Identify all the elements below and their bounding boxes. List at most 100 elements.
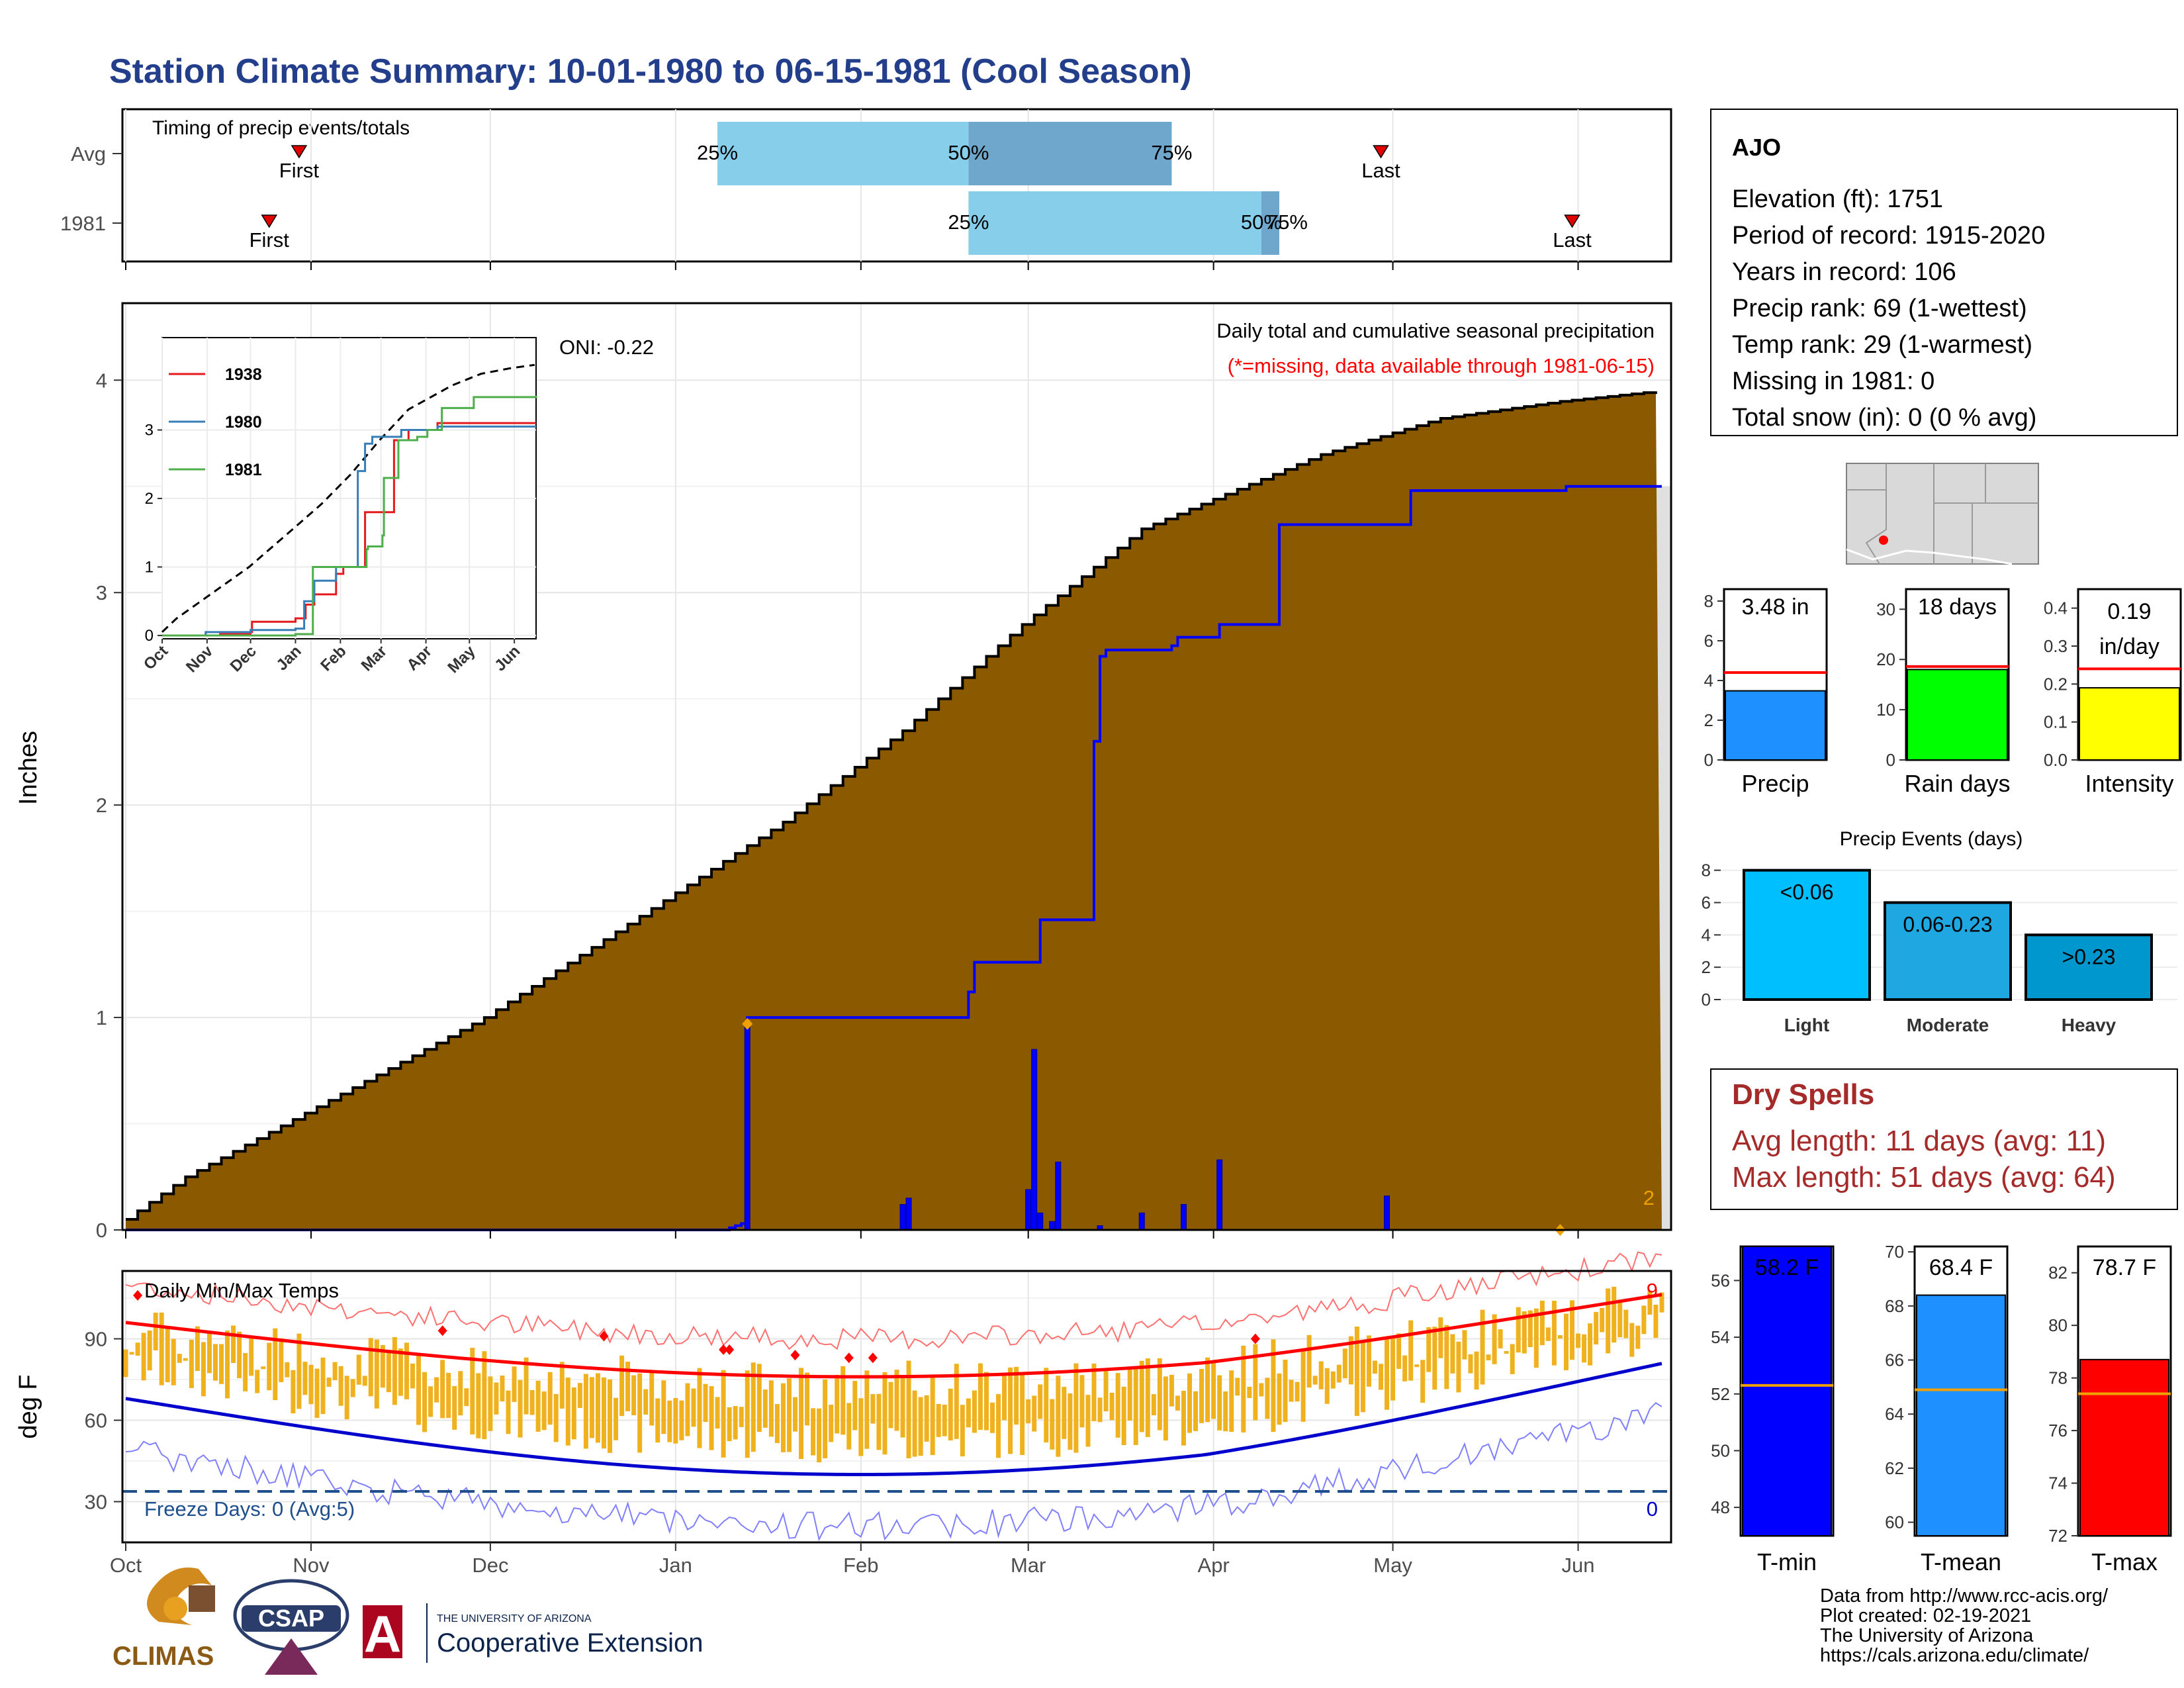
- daily-temp-bar: [1588, 1323, 1593, 1366]
- daily-temp-bar: [721, 1370, 726, 1458]
- daily-temp-bar: [1498, 1329, 1503, 1348]
- events-bar: [1743, 868, 1871, 1001]
- daily-temp-bar: [147, 1330, 152, 1371]
- daily-temp-bar: [930, 1375, 935, 1456]
- daily-temp-bar: [206, 1331, 212, 1374]
- ua-top-text: THE UNIVERSITY OF ARIZONA: [437, 1613, 592, 1624]
- precip-y-axis: 0 1 2 3 4: [96, 369, 1579, 1242]
- events-title: Precip Events (days): [1840, 828, 2023, 850]
- daily-temp-bar: [1600, 1307, 1605, 1333]
- inset-average-line: [161, 363, 535, 633]
- inset-y-tick-label: 3: [145, 422, 154, 440]
- daily-temp-bar: [1247, 1386, 1252, 1399]
- summary-y-tick-label: 0.0: [2044, 750, 2068, 770]
- daily-temp-bar: [1056, 1376, 1061, 1457]
- daily-temp-bar: [225, 1330, 230, 1399]
- daily-temp-bar: [1372, 1360, 1377, 1374]
- daily-temp-bar: [1205, 1357, 1210, 1423]
- daily-temp-bar: [1420, 1360, 1426, 1403]
- temp-summary-value: 58.2 F: [1755, 1255, 1819, 1280]
- daily-temp-bar: [195, 1326, 200, 1372]
- events-bar: [2025, 933, 2153, 1001]
- daily-temp-bar: [1229, 1370, 1234, 1432]
- record-markers: [133, 1289, 1260, 1364]
- daily-temp-bar: [1582, 1334, 1587, 1363]
- daily-temp-bar: [1402, 1355, 1408, 1382]
- temp-summary-y-tick-label: 82: [2048, 1263, 2068, 1283]
- daily-temp-bar: [212, 1344, 218, 1381]
- daily-temp-bar: [273, 1328, 278, 1401]
- daily-temp-bar: [1163, 1376, 1168, 1441]
- daily-temp-bar: [1557, 1335, 1563, 1339]
- footer-credits: Data from http://www.rcc-acis.org/ Plot …: [1820, 1585, 2109, 1666]
- average-cumulative-area: [126, 391, 1662, 1230]
- record-high-marker-icon: [719, 1344, 729, 1355]
- temp-summary-y-tick-label: 76: [2048, 1421, 2068, 1440]
- daily-temp-bar: [1408, 1320, 1414, 1381]
- daily-temp-bar: [1151, 1394, 1156, 1416]
- daily-precip-bar: [1031, 1049, 1038, 1231]
- timing-first-label: First: [250, 228, 290, 252]
- csap-logo: CSAP: [233, 1579, 349, 1675]
- daily-temp-bar: [1026, 1399, 1031, 1424]
- daily-temp-bar: [1545, 1327, 1551, 1341]
- daily-temp-bar: [1456, 1341, 1461, 1393]
- daily-temp-bar: [608, 1379, 613, 1453]
- precip-frame: [121, 302, 1672, 1231]
- daily-temp-bar: [1462, 1330, 1467, 1360]
- daily-temp-bar: [631, 1375, 637, 1415]
- temp-summary-y-tick-label: 66: [1885, 1350, 1904, 1370]
- temp-summary-bar: [2079, 1358, 2169, 1537]
- daily-temp-bar: [344, 1376, 349, 1420]
- climas-wordmark: CLIMAS: [113, 1642, 214, 1671]
- summary-y-tick-label: 0.2: [2044, 674, 2068, 694]
- daily-temp-bar: [1336, 1364, 1342, 1383]
- inset-frame: [161, 337, 537, 639]
- daily-temp-bar: [703, 1383, 708, 1423]
- daily-temp-bar: [960, 1405, 965, 1457]
- daily-temp-bar: [1217, 1375, 1222, 1430]
- month-tick-label: May: [1373, 1554, 1412, 1577]
- record-high-marker-icon: [133, 1289, 143, 1301]
- summary-y-tick-label: 0.4: [2044, 598, 2068, 618]
- daily-temp-bar: [1594, 1311, 1599, 1344]
- temp-summary-y-tick-label: 72: [2048, 1526, 2068, 1546]
- station-line: Precip rank: 69 (1-wettest): [1732, 295, 2027, 322]
- daily-precip-bar: [899, 1203, 906, 1231]
- temp-y-tick-label: 90: [85, 1328, 107, 1351]
- temp-summary-value: 68.4 F: [1929, 1255, 1993, 1280]
- credit-line: Plot created: 02-19-2021: [1820, 1605, 2031, 1626]
- month-tick-label: Oct: [110, 1554, 142, 1577]
- daily-temp-bar: [1020, 1373, 1025, 1456]
- month-axis: Oct Nov Dec Jan Feb Mar Apr May Jun: [110, 1542, 1595, 1577]
- daily-temp-bar: [954, 1364, 959, 1439]
- timing-first-label: First: [279, 159, 320, 182]
- ua-logo: A THE UNIVERSITY OF ARIZONA Cooperative …: [363, 1603, 703, 1663]
- daily-temp-bar: [595, 1373, 600, 1443]
- daily-temp-bar: [1318, 1361, 1324, 1389]
- daily-temp-bar: [404, 1342, 409, 1399]
- daily-temp-bar: [518, 1380, 523, 1438]
- daily-temp-bar: [1354, 1326, 1359, 1416]
- daily-temp-bar: [386, 1352, 391, 1393]
- daily-temp-bar: [362, 1376, 367, 1386]
- daily-temp-bar: [1342, 1348, 1347, 1379]
- timing-marker-icon: [261, 214, 278, 228]
- daily-temp-bar: [1486, 1354, 1491, 1360]
- missing-count: 2: [1643, 1186, 1655, 1209]
- daily-temp-bar: [799, 1368, 804, 1460]
- daily-temp-bar: [183, 1358, 188, 1361]
- daily-temp-bar: [978, 1363, 983, 1430]
- daily-temp-bar: [870, 1394, 876, 1424]
- ua-main-text: Cooperative Extension: [437, 1628, 703, 1658]
- daily-temp-bar: [583, 1374, 588, 1449]
- daily-temp-bar: [1360, 1341, 1365, 1413]
- normal-low-line: [125, 1362, 1662, 1477]
- daily-precip-bar: [1216, 1159, 1223, 1231]
- daily-temp-bar: [649, 1370, 655, 1426]
- timing-title: Timing of precip events/totals: [152, 117, 410, 139]
- daily-temp-bar: [434, 1377, 439, 1403]
- daily-temp-bar: [1510, 1344, 1515, 1374]
- daily-temp-bar: [1390, 1336, 1396, 1401]
